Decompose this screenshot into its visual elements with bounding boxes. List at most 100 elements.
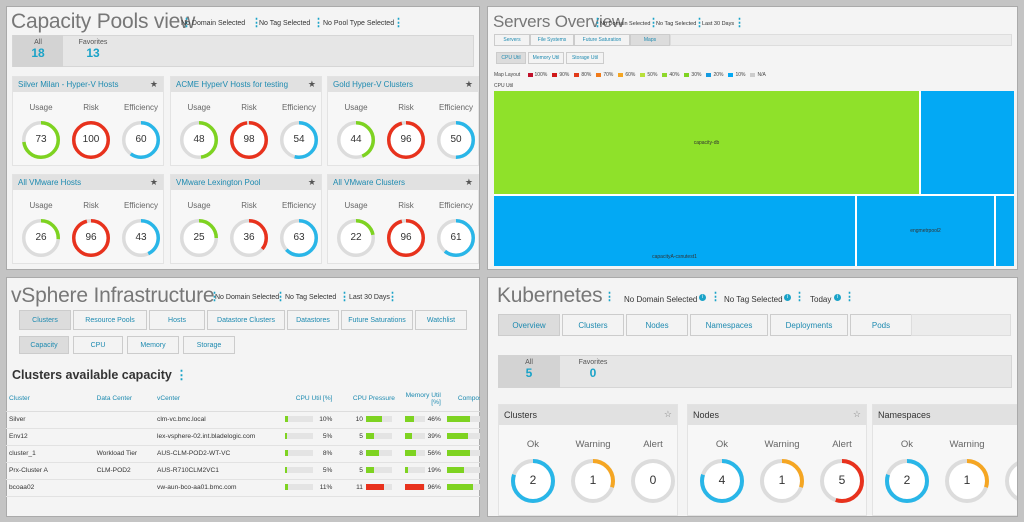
servers-domain-filter[interactable]: No Domain Selected xyxy=(600,21,651,27)
servers-domain-menu-icon[interactable]: ⋮ xyxy=(648,17,659,29)
pool-card-header[interactable]: Silver Milan - Hyper-V Hosts ★ xyxy=(13,77,163,92)
pool-card[interactable]: Gold Hyper-V Clusters ★ Usage 44 Risk 96 Effic… xyxy=(327,76,479,166)
kube-tab-clusters[interactable]: Clusters xyxy=(562,314,624,336)
column-header[interactable]: vCenter xyxy=(154,387,278,412)
vsphere-tab-watchlist[interactable]: Watchlist xyxy=(415,310,467,330)
treemap-tile-csnutest[interactable]: capacityA-csnutest1 xyxy=(494,196,856,266)
table-row[interactable]: bcoaa02 vw-aun-bco-aa01.bmc.com 11% 11 96% xyxy=(6,479,480,497)
kube-domain-menu-icon[interactable]: ⋮ xyxy=(710,291,721,303)
cluster-link[interactable]: bcoaa02 xyxy=(6,479,94,497)
kube-tab-pods[interactable]: Pods xyxy=(850,314,912,336)
kube-period-filter[interactable]: Today xyxy=(810,295,832,304)
vsphere-tab-datastores[interactable]: Datastores xyxy=(287,310,339,330)
subtab-memory-util[interactable]: Memory Util xyxy=(528,52,564,64)
vsphere-subtab-capacity[interactable]: Capacity xyxy=(19,336,69,354)
table-row[interactable]: Env12 lex-vsphere-02.int.bladelogic.com 5%… xyxy=(6,428,480,446)
cluster-link[interactable]: Silver xyxy=(6,411,94,429)
all-tab[interactable]: All 18 xyxy=(13,35,63,67)
vsphere-tab-future-saturations[interactable]: Future Saturations xyxy=(341,310,413,330)
kube-tag-menu-icon[interactable]: ⋮ xyxy=(794,291,805,303)
vsphere-domain-filter[interactable]: No Domain Selected xyxy=(215,294,280,301)
kube-tab-overview[interactable]: Overview xyxy=(498,314,560,336)
domain-filter[interactable]: No Domain Selected xyxy=(181,20,246,27)
kube-card-header[interactable]: Clusters ☆ xyxy=(499,405,677,425)
pool-card[interactable]: Silver Milan - Hyper-V Hosts ★ Usage 73 Risk… xyxy=(12,76,164,166)
tab-future-saturation[interactable]: Future Saturation xyxy=(574,34,630,46)
servers-tag-filter[interactable]: No Tag Selected xyxy=(656,21,697,27)
cluster-link[interactable]: cluster_1 xyxy=(6,445,94,463)
pool-card-header[interactable]: VMware Lexington Pool ★ xyxy=(171,175,321,190)
pool-card[interactable]: ACME HyperV Hosts for testing ★ Usage 48 Ris… xyxy=(170,76,322,166)
kube-card-nodes[interactable]: Nodes ☆ Ok 4 Warning 1 Alert 5 xyxy=(687,404,867,516)
table-row[interactable]: Silver clm-vc.bmc.local 10% 10 46% xyxy=(6,411,480,429)
tab-servers[interactable]: Servers xyxy=(494,34,530,46)
vsphere-tag-menu-icon[interactable]: ⋮ xyxy=(339,291,350,303)
pool-type-menu-icon[interactable]: ⋮ xyxy=(393,17,404,29)
favorite-star-icon[interactable]: ☆ xyxy=(852,409,861,419)
cluster-link[interactable]: Env12 xyxy=(6,428,94,446)
favorite-star-icon[interactable]: ★ xyxy=(464,177,473,187)
servers-tag-menu-icon[interactable]: ⋮ xyxy=(694,17,705,29)
favorite-star-icon[interactable]: ★ xyxy=(149,79,158,89)
servers-title-menu-icon[interactable]: ⋮ xyxy=(592,17,603,29)
pool-card-header[interactable]: All VMware Clusters ★ xyxy=(328,175,478,190)
vsphere-period-menu-icon[interactable]: ⋮ xyxy=(387,291,398,303)
pool-type-filter[interactable]: No Pool Type Selected xyxy=(323,20,395,27)
column-header[interactable]: Data Center xyxy=(93,387,155,412)
pool-card[interactable]: All VMware Clusters ★ Usage 22 Risk 96 Efficie… xyxy=(327,174,479,264)
column-header[interactable]: Composite I xyxy=(443,387,480,412)
kube-card-clusters[interactable]: Clusters ☆ Ok 2 Warning 1 Alert 0 xyxy=(498,404,678,516)
kube-domain-filter[interactable]: No Domain Selected xyxy=(624,295,698,304)
tab-maps[interactable]: Maps xyxy=(630,34,670,46)
kube-card-namespaces[interactable]: Namespaces Ok 2 Warning 1 Alert xyxy=(872,404,1017,516)
vsphere-subtab-storage[interactable]: Storage xyxy=(183,336,235,354)
kube-period-info-icon[interactable]: i xyxy=(834,294,841,301)
vsphere-tab-datastore-clusters[interactable]: Datastore Clusters xyxy=(207,310,285,330)
tag-menu-icon[interactable]: ⋮ xyxy=(313,17,324,29)
title-menu-icon[interactable]: ⋮ xyxy=(181,17,192,29)
vsphere-tab-clusters[interactable]: Clusters xyxy=(19,310,71,330)
pool-card-header[interactable]: All VMware Hosts ★ xyxy=(13,175,163,190)
vsphere-tag-filter[interactable]: No Tag Selected xyxy=(285,294,337,301)
favorite-star-icon[interactable]: ★ xyxy=(307,177,316,187)
pool-card[interactable]: VMware Lexington Pool ★ Usage 25 Risk 36 Effic… xyxy=(170,174,322,264)
favorite-star-icon[interactable]: ★ xyxy=(149,177,158,187)
treemap-tile-right-top[interactable] xyxy=(921,91,1014,195)
tab-file-systems[interactable]: File Systems xyxy=(530,34,574,46)
kube-tag-filter[interactable]: No Tag Selected xyxy=(724,295,783,304)
kube-tab-deployments[interactable]: Deployments xyxy=(770,314,848,336)
section-menu-icon[interactable]: ⋮ xyxy=(175,368,188,382)
vsphere-tab-resource-pools[interactable]: Resource Pools xyxy=(73,310,147,330)
kube-tab-namespaces[interactable]: Namespaces xyxy=(690,314,768,336)
vsphere-title-menu-icon[interactable]: ⋮ xyxy=(209,291,220,303)
pool-card[interactable]: All VMware Hosts ★ Usage 26 Risk 96 Efficiency… xyxy=(12,174,164,264)
table-row[interactable]: cluster_1 Workload Tier AUS-CLM-POD2-WT-VC… xyxy=(6,445,480,463)
kube-tag-info-icon[interactable]: i xyxy=(784,294,791,301)
kube-title-menu-icon[interactable]: ⋮ xyxy=(604,291,615,303)
subtab-cpu-util[interactable]: CPU Util xyxy=(496,52,526,64)
vsphere-subtab-memory[interactable]: Memory xyxy=(127,336,179,354)
vsphere-domain-menu-icon[interactable]: ⋮ xyxy=(275,291,286,303)
kube-domain-info-icon[interactable]: i xyxy=(699,294,706,301)
treemap-tile-capacity-db[interactable]: capacity-db xyxy=(494,91,920,195)
pool-card-header[interactable]: Gold Hyper-V Clusters ★ xyxy=(328,77,478,92)
column-header[interactable]: CPU Pressure xyxy=(335,387,398,412)
pool-card-header[interactable]: ACME HyperV Hosts for testing ★ xyxy=(171,77,321,92)
kube-all-tab[interactable]: All 5 xyxy=(498,355,560,388)
vsphere-subtab-cpu[interactable]: CPU xyxy=(73,336,123,354)
servers-period-menu-icon[interactable]: ⋮ xyxy=(734,17,745,29)
subtab-storage-util[interactable]: Storage Util xyxy=(566,52,604,64)
cluster-link[interactable]: Prx-Cluster A xyxy=(6,462,94,480)
favorite-star-icon[interactable]: ☆ xyxy=(663,409,672,419)
kube-tab-nodes[interactable]: Nodes xyxy=(626,314,688,336)
kube-period-menu-icon[interactable]: ⋮ xyxy=(844,291,855,303)
kube-card-header[interactable]: Nodes ☆ xyxy=(688,405,866,425)
column-header[interactable]: Cluster xyxy=(6,387,94,412)
treemap-tile-engmetrpool[interactable]: engmetrpool2 xyxy=(857,196,995,266)
vsphere-period-filter[interactable]: Last 30 Days xyxy=(349,294,390,301)
servers-period-filter[interactable]: Last 30 Days xyxy=(702,21,735,27)
domain-menu-icon[interactable]: ⋮ xyxy=(251,17,262,29)
kube-card-header[interactable]: Namespaces xyxy=(873,405,1017,425)
kube-favorites-tab[interactable]: Favorites 0 xyxy=(562,355,624,388)
favorite-star-icon[interactable]: ★ xyxy=(307,79,316,89)
